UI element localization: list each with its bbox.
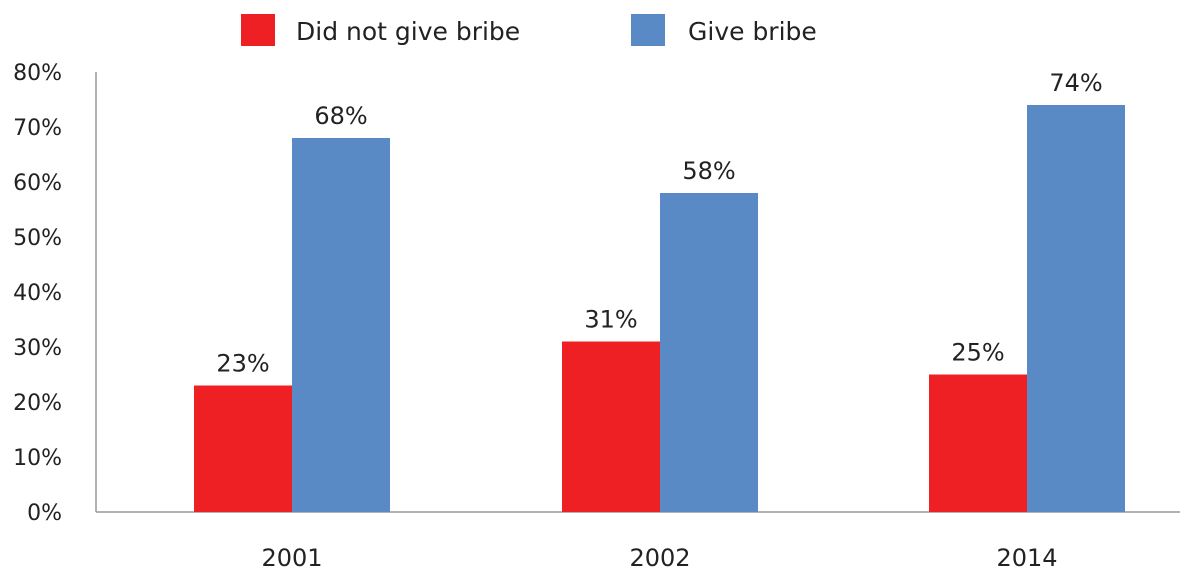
legend-label: Give bribe — [688, 17, 817, 46]
y-tick-label: 60% — [13, 171, 62, 196]
data-label: 31% — [584, 306, 637, 334]
y-axis: 0% 10% 20% 30% 40% 50% 60% 70% 80% — [13, 61, 97, 526]
data-label: 23% — [216, 350, 269, 378]
y-tick-label: 10% — [13, 446, 62, 471]
bar — [562, 341, 660, 512]
bar — [194, 385, 292, 512]
y-tick-label: 80% — [13, 61, 62, 86]
bar — [660, 193, 758, 512]
y-tick-label: 0% — [27, 501, 62, 526]
legend-swatch — [241, 14, 275, 46]
data-labels: 23% 31% 25% 68% 58% 74% — [216, 69, 1102, 378]
legend-label: Did not give bribe — [296, 17, 520, 46]
y-tick-label: 30% — [13, 336, 62, 361]
y-tick-label: 70% — [13, 116, 62, 141]
bars — [194, 105, 1125, 512]
data-label: 25% — [951, 339, 1004, 367]
legend: Did not give bribe Give bribe — [241, 14, 817, 46]
y-tick-label: 20% — [13, 391, 62, 416]
y-tick-label: 50% — [13, 226, 62, 251]
bar — [1027, 105, 1125, 512]
legend-swatch — [631, 14, 665, 46]
x-axis: 2001 2002 2014 — [96, 511, 1180, 570]
x-tick-label: 2014 — [996, 544, 1057, 570]
y-tick-label: 40% — [13, 281, 62, 306]
data-label: 68% — [314, 102, 367, 130]
data-label: 58% — [682, 157, 735, 185]
bar — [292, 138, 390, 512]
data-label: 74% — [1049, 69, 1102, 97]
x-tick-label: 2001 — [261, 544, 322, 570]
x-tick-label: 2002 — [629, 544, 690, 570]
bar — [929, 374, 1027, 512]
